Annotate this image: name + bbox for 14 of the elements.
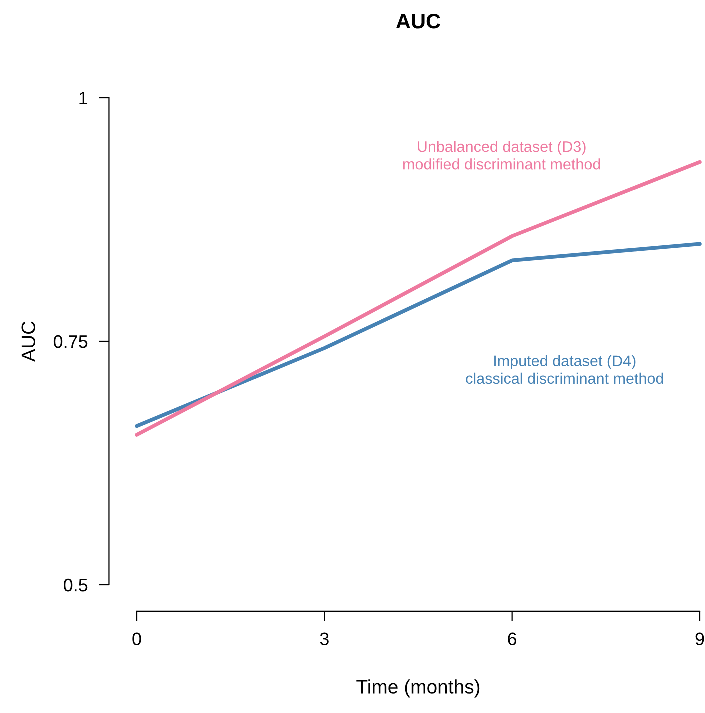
x-tick-label: 0 [132, 632, 142, 646]
chart-title: AUC [396, 14, 440, 29]
x-tick-label: 9 [696, 632, 704, 646]
x-axis-title: Time (months) [356, 680, 480, 698]
text: Imputed dataset (D4) classical discriminant method [466, 355, 664, 384]
x-tick-label: 6 [508, 632, 517, 646]
y-tick-label: 0.75 [54, 335, 88, 348]
y-axis-title: AUC [22, 322, 36, 362]
line-series [135, 242, 702, 428]
line-series [135, 160, 702, 437]
y-tick-label: 0.5 [64, 578, 88, 592]
series-label: Unbalanced dataset (D3) modified discriminant method [403, 141, 600, 170]
y-tick-label: 1 [80, 92, 88, 105]
x-tick-label: 3 [320, 632, 329, 646]
